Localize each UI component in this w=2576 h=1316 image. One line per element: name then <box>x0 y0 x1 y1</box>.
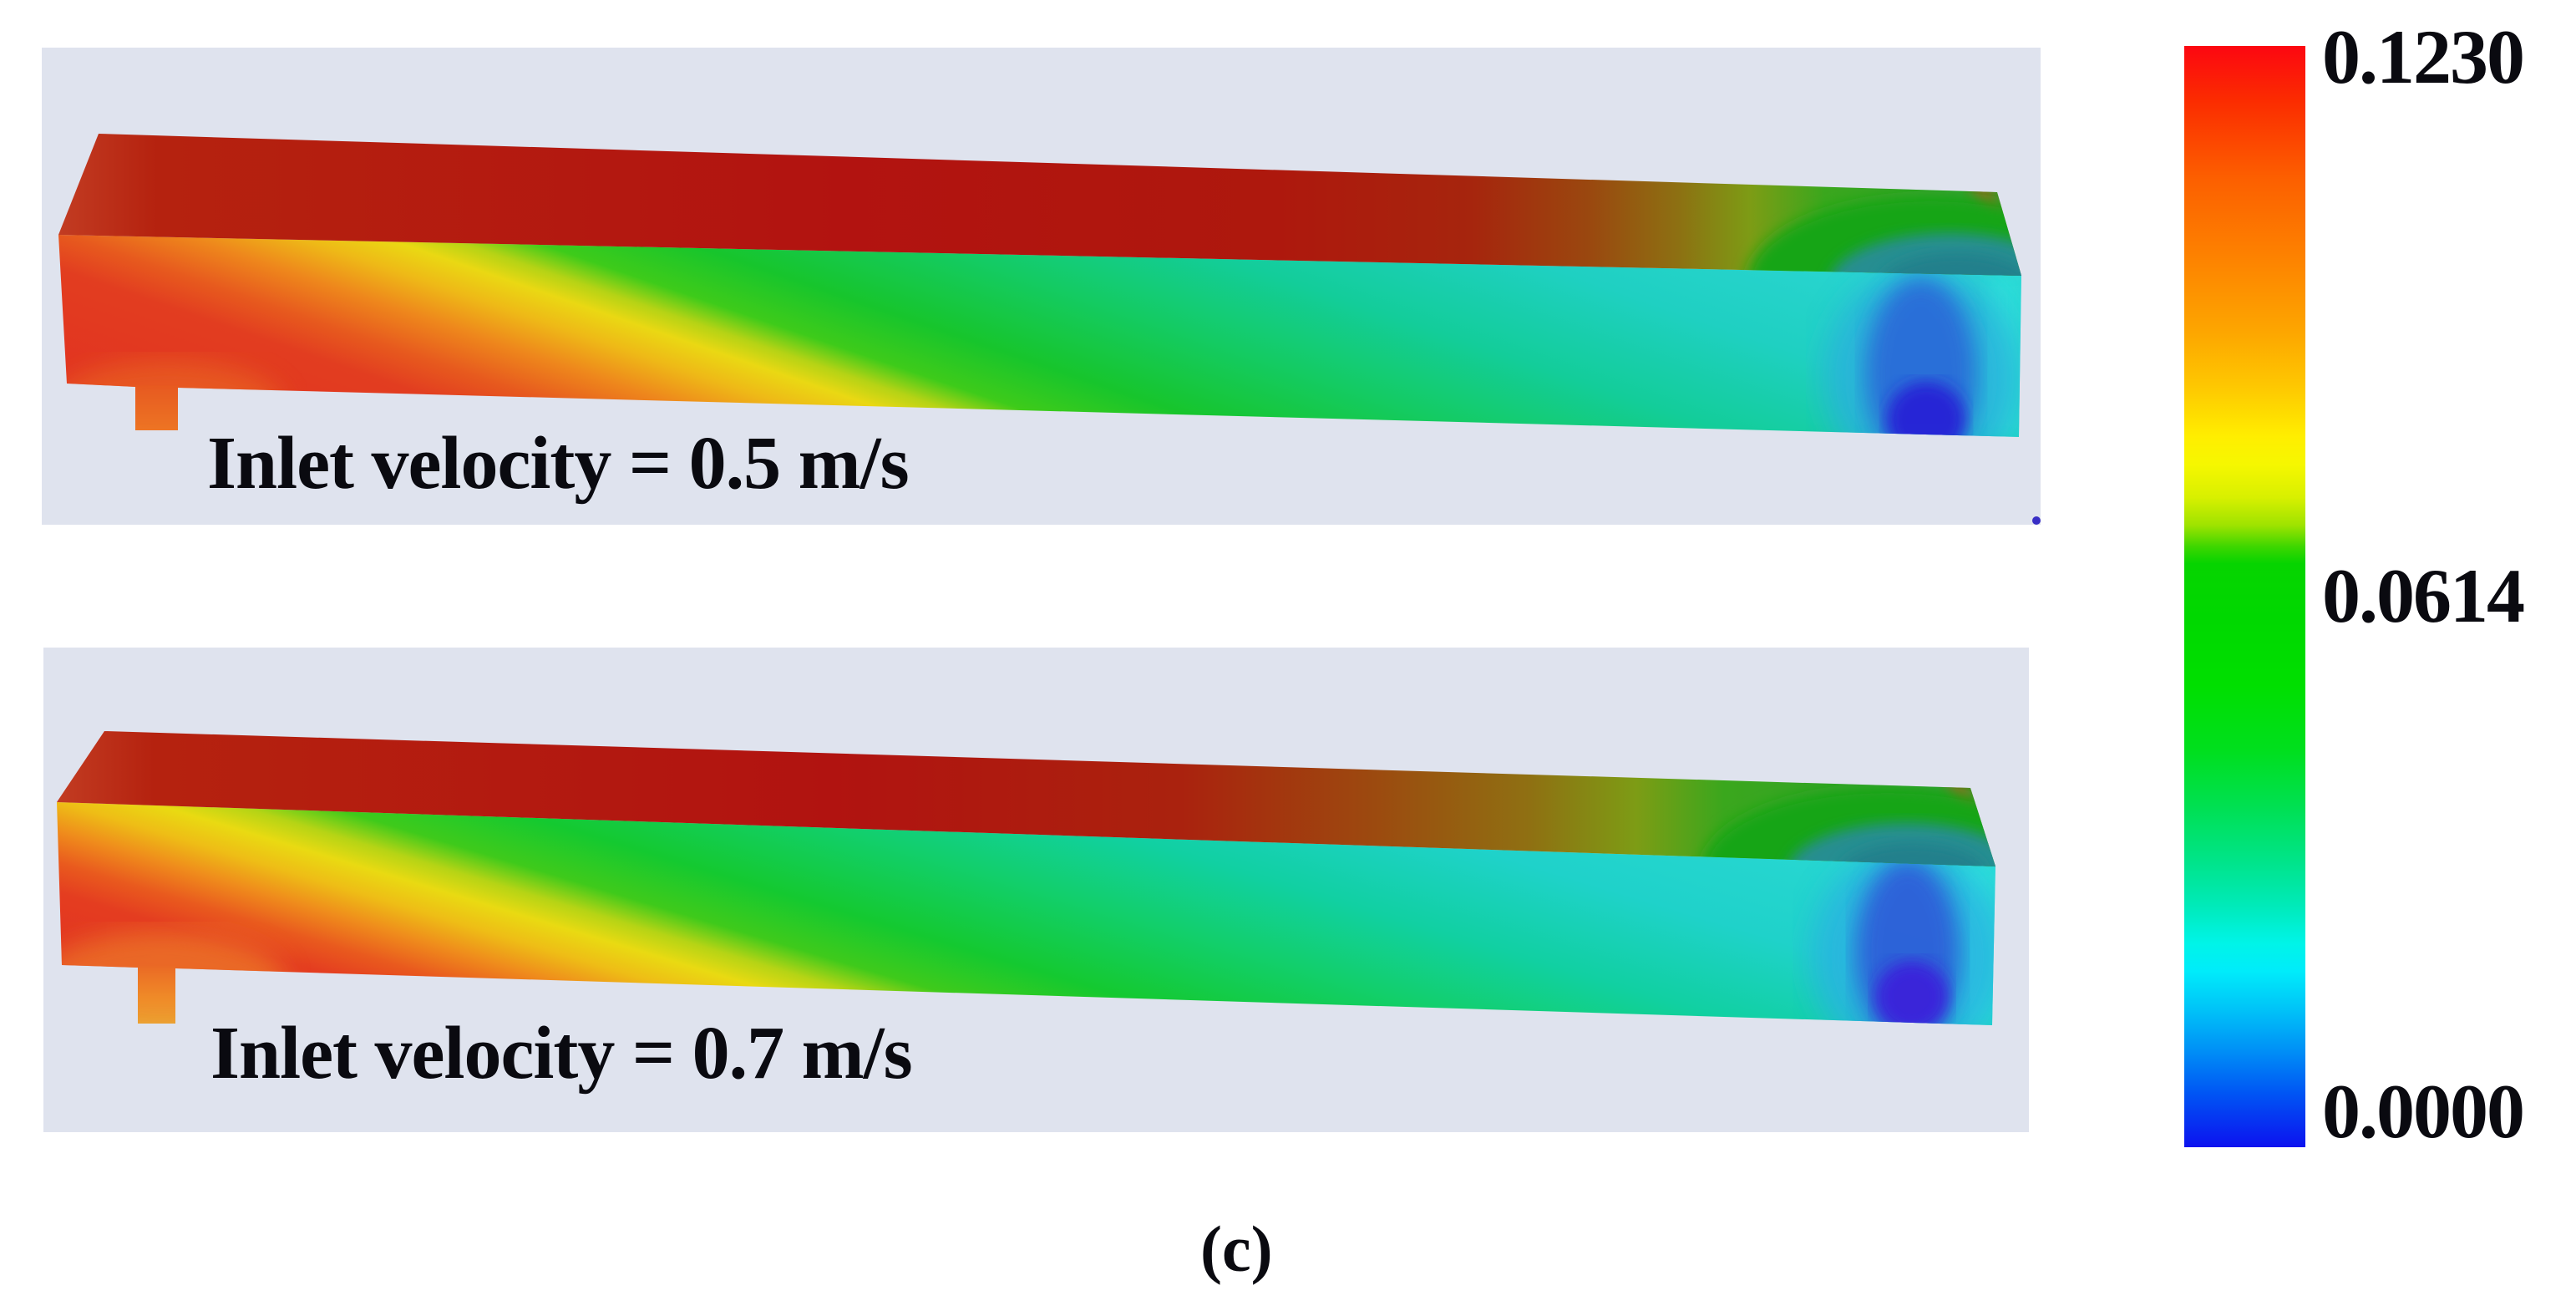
duct-top-face <box>58 134 2021 276</box>
duct-3d-contour-0_7ms <box>57 731 1995 1025</box>
colorbar-tick-mid: 0.0614 <box>2322 553 2525 638</box>
contour-panel-0_5ms: Inlet velocity = 0.5 m/s <box>42 48 2041 525</box>
outlet-ring-teal <box>1787 823 1995 866</box>
outlet-plume-mid <box>1866 277 1976 437</box>
duct-3d-contour-0_5ms <box>58 134 2041 525</box>
duct-top-face <box>57 731 1995 866</box>
subfigure-caption: (c) <box>1200 1212 1273 1285</box>
outlet-plume-core <box>1875 961 1949 1025</box>
outlet-ring-green <box>1702 788 1995 866</box>
panel-label-velocity-0_7: Inlet velocity = 0.7 m/s <box>210 1012 913 1095</box>
panel-label-velocity-0_5: Inlet velocity = 0.5 m/s <box>207 422 910 505</box>
colorbar <box>2184 46 2305 1147</box>
colorbar-tick-max: 0.1230 <box>2322 14 2525 99</box>
stray-blue-dot <box>2032 516 2041 525</box>
outlet-ring-teal <box>1829 233 2021 276</box>
duct-front-face <box>57 802 1995 1025</box>
outlet-plume-core <box>1887 382 1965 437</box>
outlet-ring-inner <box>1879 253 2021 276</box>
outlet-ring-green <box>1747 196 2021 276</box>
duct-front-face <box>58 235 2021 437</box>
colorbar-tick-min: 0.0000 <box>2322 1069 2525 1154</box>
contour-panel-0_7ms: Inlet velocity = 0.7 m/s <box>43 648 2029 1132</box>
outlet-ring-inner <box>1839 843 1986 866</box>
